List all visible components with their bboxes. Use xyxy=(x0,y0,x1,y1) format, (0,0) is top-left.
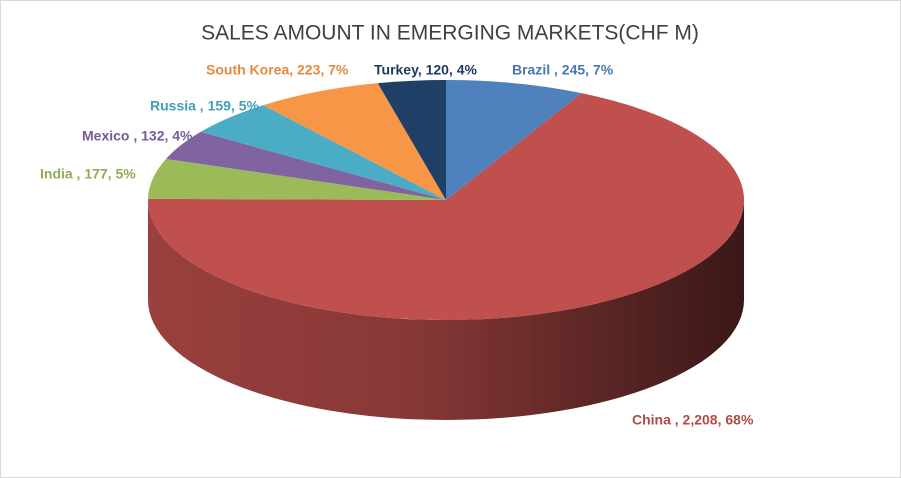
data-label: Mexico , 132, 4% xyxy=(82,128,193,144)
slice xyxy=(166,131,446,200)
slice xyxy=(377,80,446,200)
slice xyxy=(148,158,447,200)
pie xyxy=(147,80,745,420)
data-label: Turkey, 120, 4% xyxy=(374,62,478,78)
data-label: China , 2,208, 68% xyxy=(632,412,754,428)
slice xyxy=(147,93,745,321)
data-label: Russia , 159, 5% xyxy=(150,98,260,114)
data-label: Brazil , 245, 7% xyxy=(512,62,614,78)
data-label: South Korea, 223, 7% xyxy=(206,62,349,78)
slice xyxy=(263,83,446,200)
slice xyxy=(200,105,446,200)
chart-title: SALES AMOUNT IN EMERGING MARKETS(CHF M) xyxy=(201,22,699,45)
data-label: India , 177, 5% xyxy=(40,166,136,182)
slice xyxy=(446,80,582,200)
slice-side xyxy=(148,200,744,420)
